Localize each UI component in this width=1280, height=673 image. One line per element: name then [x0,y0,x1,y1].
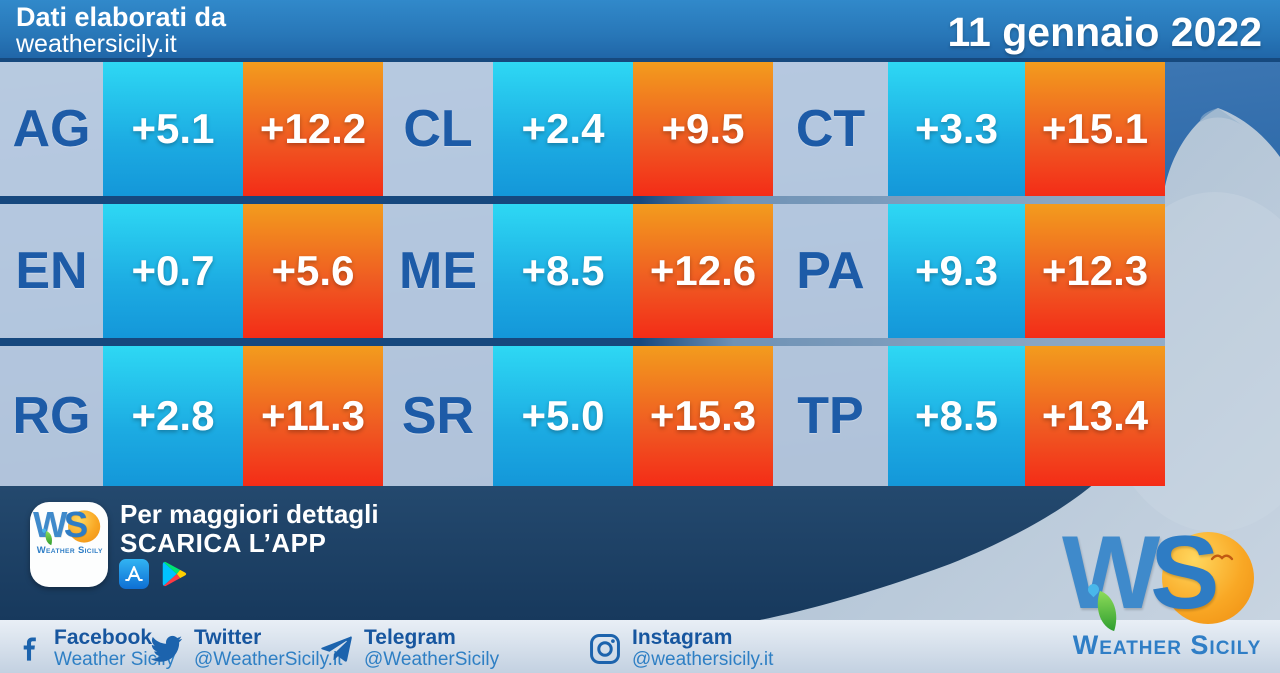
twitter-link[interactable]: Twitter @WeatherSicily.it [148,626,343,670]
max-temperature: +11.3 [243,346,383,486]
min-temperature: +5.1 [103,62,243,196]
province-code: CT [773,62,888,196]
credit-line1: Dati elaborati da [16,2,227,32]
province-code: EN [0,204,103,338]
min-temperature: +2.4 [493,62,633,196]
ws-logo-large: WS Weather Sicily [1062,515,1272,668]
social-handle: Weather Sicily [54,648,176,670]
logo-name: Weather Sicily [1072,630,1262,660]
footer-bar: Facebook Weather Sicily Twitter @Weather… [0,620,1280,673]
min-temperature: +0.7 [103,204,243,338]
store-badges [119,558,191,590]
header-bar: Dati elaborati da weathersicily.it 11 ge… [0,0,1280,62]
twitter-icon [150,635,183,662]
promo-line2: SCARICA L’APP [120,527,327,558]
logo-name: Weather Sicily [36,544,103,556]
sun-icon [1162,532,1254,624]
date-label: 11 gennaio 2022 [947,9,1262,55]
social-network-name: Instagram [632,626,733,649]
province-code: RG [0,346,103,486]
max-temperature: +12.2 [243,62,383,196]
max-temperature: +15.1 [1025,62,1165,196]
max-temperature: +15.3 [633,346,773,486]
table-row: AG +5.1 +12.2 CL +2.4 +9.5 CT +3.3 +15.1 [0,62,1165,196]
province-code: SR [383,346,493,486]
weather-sicily-app-icon: WS Weather Sicily [30,502,108,587]
sun-icon [68,510,101,543]
social-handle: @weathersicily.it [632,648,774,670]
max-temperature: +9.5 [633,62,773,196]
max-temperature: +5.6 [243,204,383,338]
min-temperature: +8.5 [493,204,633,338]
max-temperature: +13.4 [1025,346,1165,486]
logo-letter-s: S [63,504,88,546]
row-separator [0,338,1165,346]
social-network-name: Twitter [194,626,262,649]
logo-letter-s: S [1150,515,1219,631]
social-handle: @WeatherSicily.it [194,648,343,670]
max-temperature: +12.3 [1025,204,1165,338]
instagram-link[interactable]: Instagram @weathersicily.it [588,626,774,670]
app-promo-band: WS Weather Sicily Per maggiori dettagli … [0,486,1280,620]
social-network-name: Telegram [364,626,456,649]
table-row: EN +0.7 +5.6 ME +8.5 +12.6 PA +9.3 +12.3 [0,204,1165,338]
credit-line2: weathersicily.it [16,30,177,59]
credit-block: Dati elaborati da weathersicily.it [0,0,226,57]
temperature-table: AG +5.1 +12.2 CL +2.4 +9.5 CT +3.3 +15.1… [0,62,1165,486]
promo-text: Per maggiori dettagli SCARICA L’APP [120,500,379,557]
table-row: RG +2.8 +11.3 SR +5.0 +15.3 TP +8.5 +13.… [0,346,1165,486]
min-temperature: +5.0 [493,346,633,486]
province-code: TP [773,346,888,486]
ws-logo-small: WS Weather Sicily [33,504,107,558]
min-temperature: +8.5 [888,346,1025,486]
min-temperature: +2.8 [103,346,243,486]
facebook-link[interactable]: Facebook Weather Sicily [16,626,176,670]
promo-line1: Per maggiori dettagli [120,499,379,529]
birds-icon [1210,554,1234,561]
telegram-icon [321,635,352,662]
google-play-icon[interactable] [157,558,191,590]
social-handle: @WeatherSicily [364,648,500,670]
province-code: PA [773,204,888,338]
social-network-name: Facebook [54,626,153,649]
max-temperature: +12.6 [633,204,773,338]
facebook-icon [23,637,36,661]
row-separator [0,196,1165,204]
province-code: ME [383,204,493,338]
min-temperature: +9.3 [888,204,1025,338]
app-store-icon[interactable] [119,559,149,589]
province-code: AG [0,62,103,196]
instagram-icon [590,633,620,664]
province-code: CL [383,62,493,196]
min-temperature: +3.3 [888,62,1025,196]
telegram-link[interactable]: Telegram @WeatherSicily [318,626,500,670]
